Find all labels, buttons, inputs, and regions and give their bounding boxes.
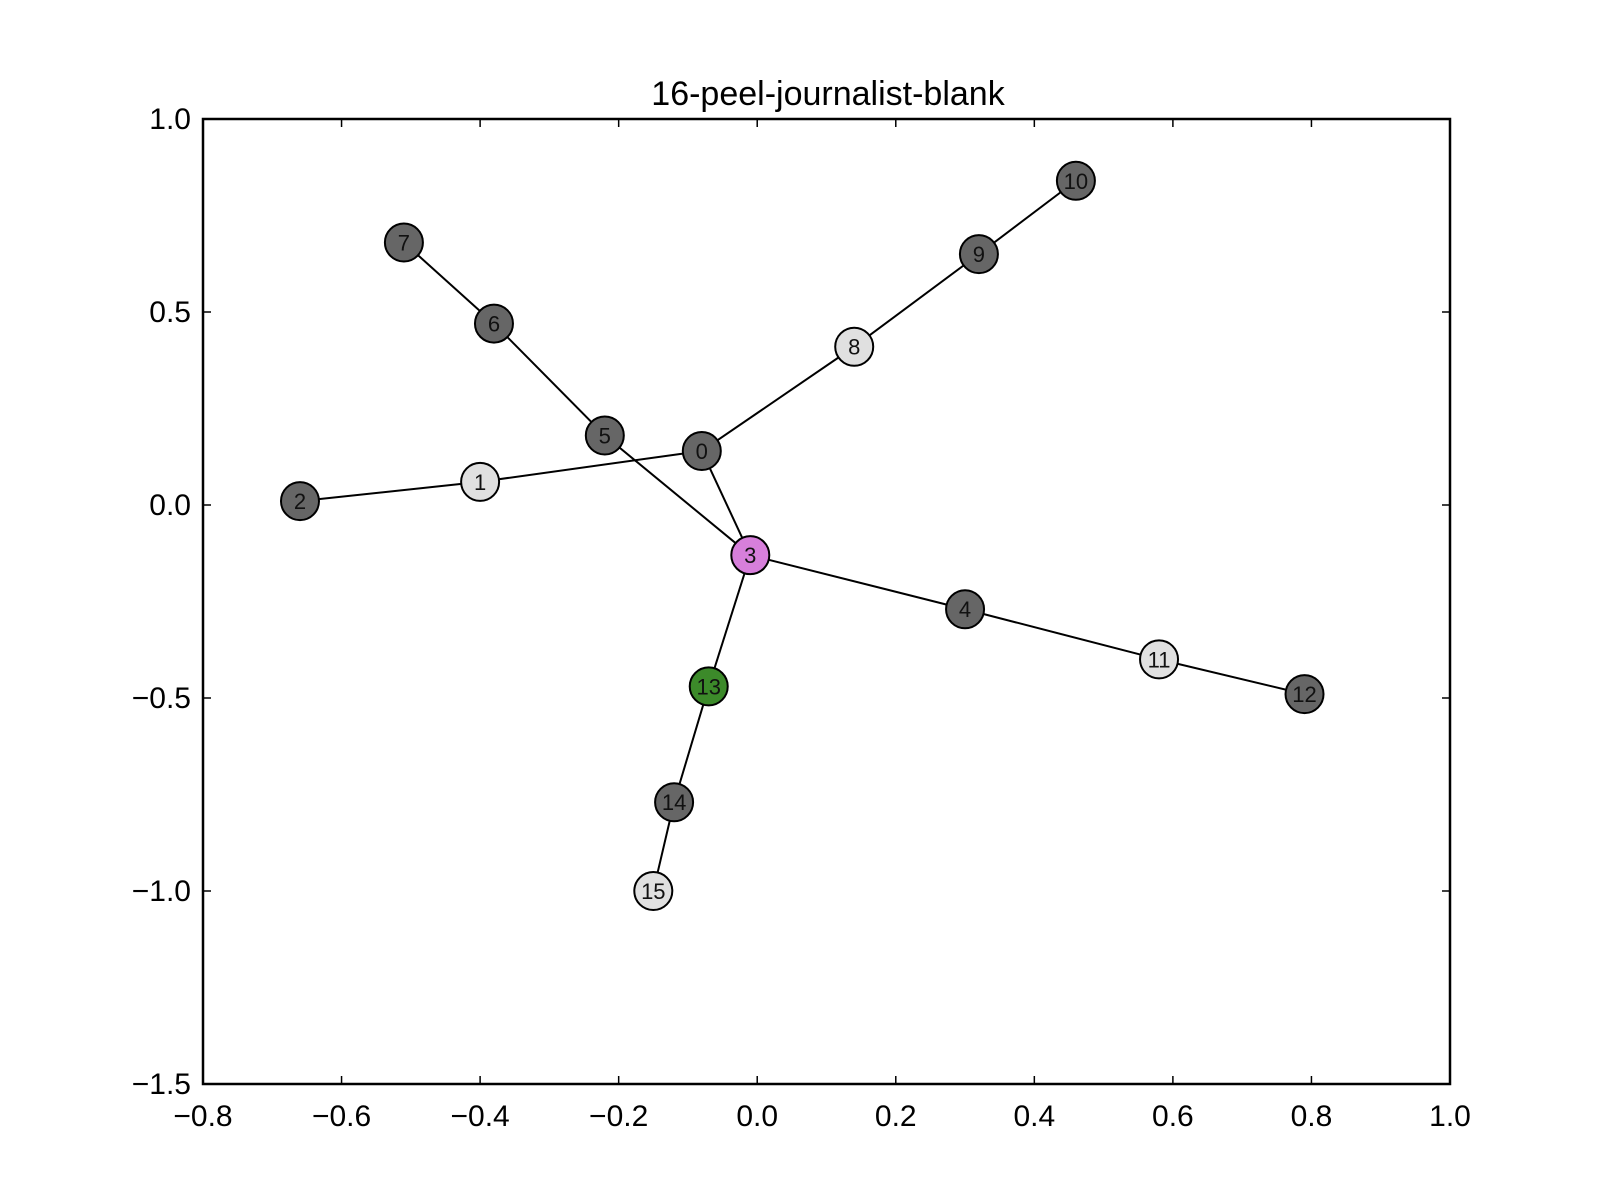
node-1: 1 xyxy=(460,461,501,502)
node-label: 15 xyxy=(641,879,665,904)
node-label: 10 xyxy=(1064,169,1088,194)
node-circle xyxy=(681,430,722,471)
node-circle xyxy=(1139,639,1180,680)
node-circle xyxy=(633,871,674,911)
node-circle xyxy=(945,589,986,630)
node-12: 12 xyxy=(1284,674,1325,715)
node-label: 6 xyxy=(488,312,500,337)
node-2: 2 xyxy=(279,481,320,522)
node-circle xyxy=(279,481,320,522)
axis-tick-labels: −0.8 −0.6 −0.4 −0.2 0.0 0.2 0.4 0.6 0.8 1.0 1.0 0.5… xyxy=(132,103,1471,1133)
node-7: 7 xyxy=(383,222,424,263)
node-label: 1 xyxy=(474,470,486,495)
node-14: 14 xyxy=(654,782,695,823)
edge-7-6 xyxy=(403,241,495,325)
node-label: 14 xyxy=(662,790,686,815)
y-tick-label: −1.5 xyxy=(132,1068,191,1101)
node-label: 5 xyxy=(599,424,611,449)
edge-6-5 xyxy=(493,322,606,437)
edge-8-9 xyxy=(853,253,980,348)
x-tick-label: 0.8 xyxy=(1291,1100,1333,1133)
edge-5-3 xyxy=(604,434,751,556)
edge-11-12 xyxy=(1158,658,1305,696)
edge-2-1 xyxy=(299,480,481,503)
edge-1-0 xyxy=(479,449,702,483)
node-label: 11 xyxy=(1148,647,1171,672)
node-label: 3 xyxy=(744,543,756,568)
y-tick-label: −0.5 xyxy=(132,682,191,715)
y-tick-label: 0.0 xyxy=(149,489,191,522)
node-circle xyxy=(688,666,729,707)
node-4: 4 xyxy=(945,589,986,630)
y-tick-label: 1.0 xyxy=(149,103,191,136)
node-label: 4 xyxy=(959,597,971,622)
x-tick-label: 1.0 xyxy=(1429,1100,1471,1133)
node-label: 13 xyxy=(696,674,720,699)
node-label: 8 xyxy=(848,335,860,360)
node-0: 0 xyxy=(681,430,722,471)
edge-9-10 xyxy=(978,179,1077,255)
node-circle xyxy=(958,234,999,275)
node-circle xyxy=(654,782,695,823)
x-tick-label: −0.4 xyxy=(450,1100,509,1133)
node-13: 13 xyxy=(688,666,729,707)
node-9: 9 xyxy=(958,234,999,275)
node-5: 5 xyxy=(584,415,625,456)
y-tick-label: 0.5 xyxy=(149,296,191,329)
edge-0-8 xyxy=(701,345,855,452)
node-circle xyxy=(834,326,875,367)
x-tick-label: 0.2 xyxy=(875,1100,917,1133)
edge-3-4 xyxy=(750,554,966,611)
x-tick-label: 0.6 xyxy=(1152,1100,1194,1133)
edge-13-14 xyxy=(673,686,710,803)
x-tick-label: −0.2 xyxy=(589,1100,648,1133)
axis-ticks xyxy=(202,118,1451,1085)
node-label: 9 xyxy=(973,242,985,267)
x-tick-label: −0.6 xyxy=(312,1100,371,1133)
x-tick-label: −0.8 xyxy=(173,1100,232,1133)
chart-title: 16-peel-journalist-blank xyxy=(651,75,1005,113)
node-10: 10 xyxy=(1055,160,1096,201)
node-3: 3 xyxy=(730,535,771,576)
node-circle xyxy=(383,222,424,263)
node-label: 12 xyxy=(1292,682,1316,707)
node-11: 11 xyxy=(1139,639,1180,680)
node-circle xyxy=(1055,160,1096,201)
node-6: 6 xyxy=(473,303,514,344)
node-circle xyxy=(460,461,501,502)
edge-3-13 xyxy=(707,554,752,687)
node-circle xyxy=(1284,674,1325,715)
x-tick-label: 0.0 xyxy=(736,1100,778,1133)
plot-frame xyxy=(201,117,1452,1086)
node-circle xyxy=(730,535,771,576)
edge-4-11 xyxy=(964,608,1160,661)
edges-layer xyxy=(299,179,1305,892)
node-circle xyxy=(584,415,625,456)
y-tick-label: −1.0 xyxy=(132,875,191,908)
node-label: 2 xyxy=(294,489,306,514)
x-tick-label: 0.4 xyxy=(1013,1100,1055,1133)
node-label: 0 xyxy=(696,439,708,464)
node-15: 15 xyxy=(633,871,674,911)
node-8: 8 xyxy=(834,326,875,367)
node-circle xyxy=(473,303,514,344)
node-label: 7 xyxy=(398,231,410,256)
